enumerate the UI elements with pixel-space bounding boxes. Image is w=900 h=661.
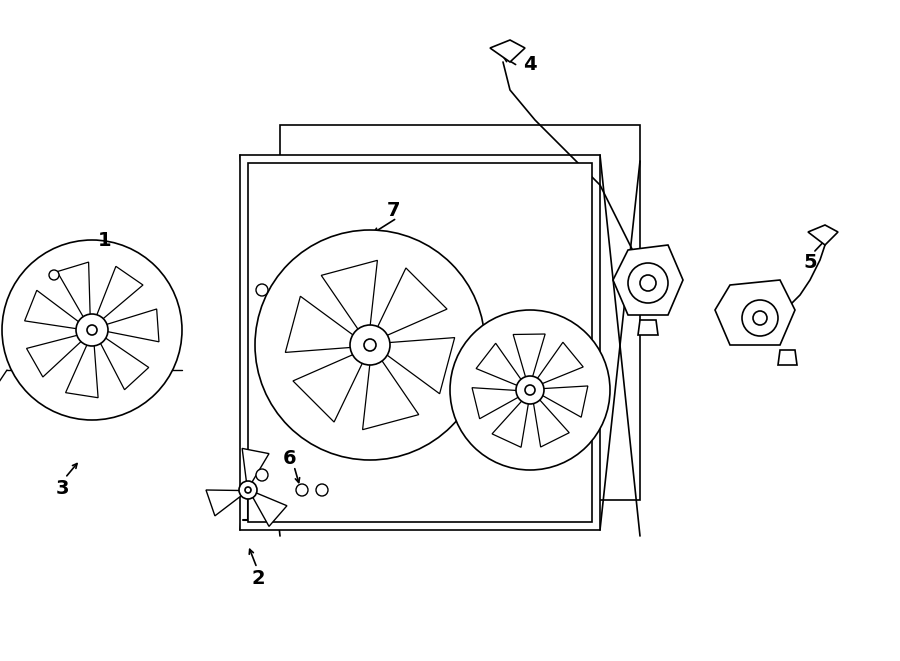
Polygon shape [492, 397, 529, 447]
Polygon shape [715, 280, 795, 345]
Polygon shape [280, 125, 640, 500]
Text: 1: 1 [98, 231, 112, 249]
Polygon shape [638, 320, 658, 335]
Circle shape [256, 469, 268, 481]
Circle shape [350, 325, 390, 365]
Text: 6: 6 [284, 449, 297, 467]
Circle shape [640, 275, 656, 291]
Polygon shape [285, 296, 361, 352]
Circle shape [742, 300, 778, 336]
Polygon shape [242, 448, 269, 485]
Polygon shape [248, 163, 592, 522]
Polygon shape [778, 350, 797, 365]
Polygon shape [613, 245, 683, 315]
Circle shape [316, 484, 328, 496]
Circle shape [628, 263, 668, 303]
Polygon shape [374, 268, 447, 339]
Circle shape [87, 325, 97, 335]
Polygon shape [379, 338, 454, 394]
Circle shape [49, 270, 59, 280]
Polygon shape [101, 309, 159, 342]
Polygon shape [293, 351, 366, 422]
Polygon shape [534, 342, 583, 386]
Circle shape [239, 481, 257, 499]
Polygon shape [98, 334, 148, 390]
Polygon shape [363, 353, 419, 430]
Polygon shape [537, 386, 588, 417]
Text: 2: 2 [251, 568, 265, 588]
Polygon shape [513, 334, 545, 383]
Polygon shape [251, 492, 287, 526]
Polygon shape [206, 490, 244, 516]
Circle shape [753, 311, 767, 325]
Circle shape [450, 310, 610, 470]
Circle shape [245, 487, 251, 493]
Polygon shape [57, 262, 90, 322]
Circle shape [255, 230, 485, 460]
Text: 4: 4 [523, 56, 536, 75]
Polygon shape [533, 395, 569, 447]
Polygon shape [472, 388, 523, 419]
Polygon shape [26, 334, 86, 377]
Text: 5: 5 [803, 253, 817, 272]
Polygon shape [808, 225, 838, 245]
Polygon shape [24, 290, 83, 330]
Polygon shape [490, 40, 525, 62]
Text: 3: 3 [55, 479, 68, 498]
Circle shape [525, 385, 535, 395]
Circle shape [256, 284, 268, 296]
Circle shape [364, 339, 376, 351]
Polygon shape [476, 343, 525, 387]
Polygon shape [321, 260, 377, 337]
Circle shape [516, 376, 544, 404]
Circle shape [2, 240, 182, 420]
Circle shape [76, 314, 108, 346]
Polygon shape [94, 266, 143, 323]
Polygon shape [66, 340, 98, 398]
Polygon shape [240, 155, 600, 530]
Text: 7: 7 [386, 200, 400, 219]
Circle shape [296, 484, 308, 496]
